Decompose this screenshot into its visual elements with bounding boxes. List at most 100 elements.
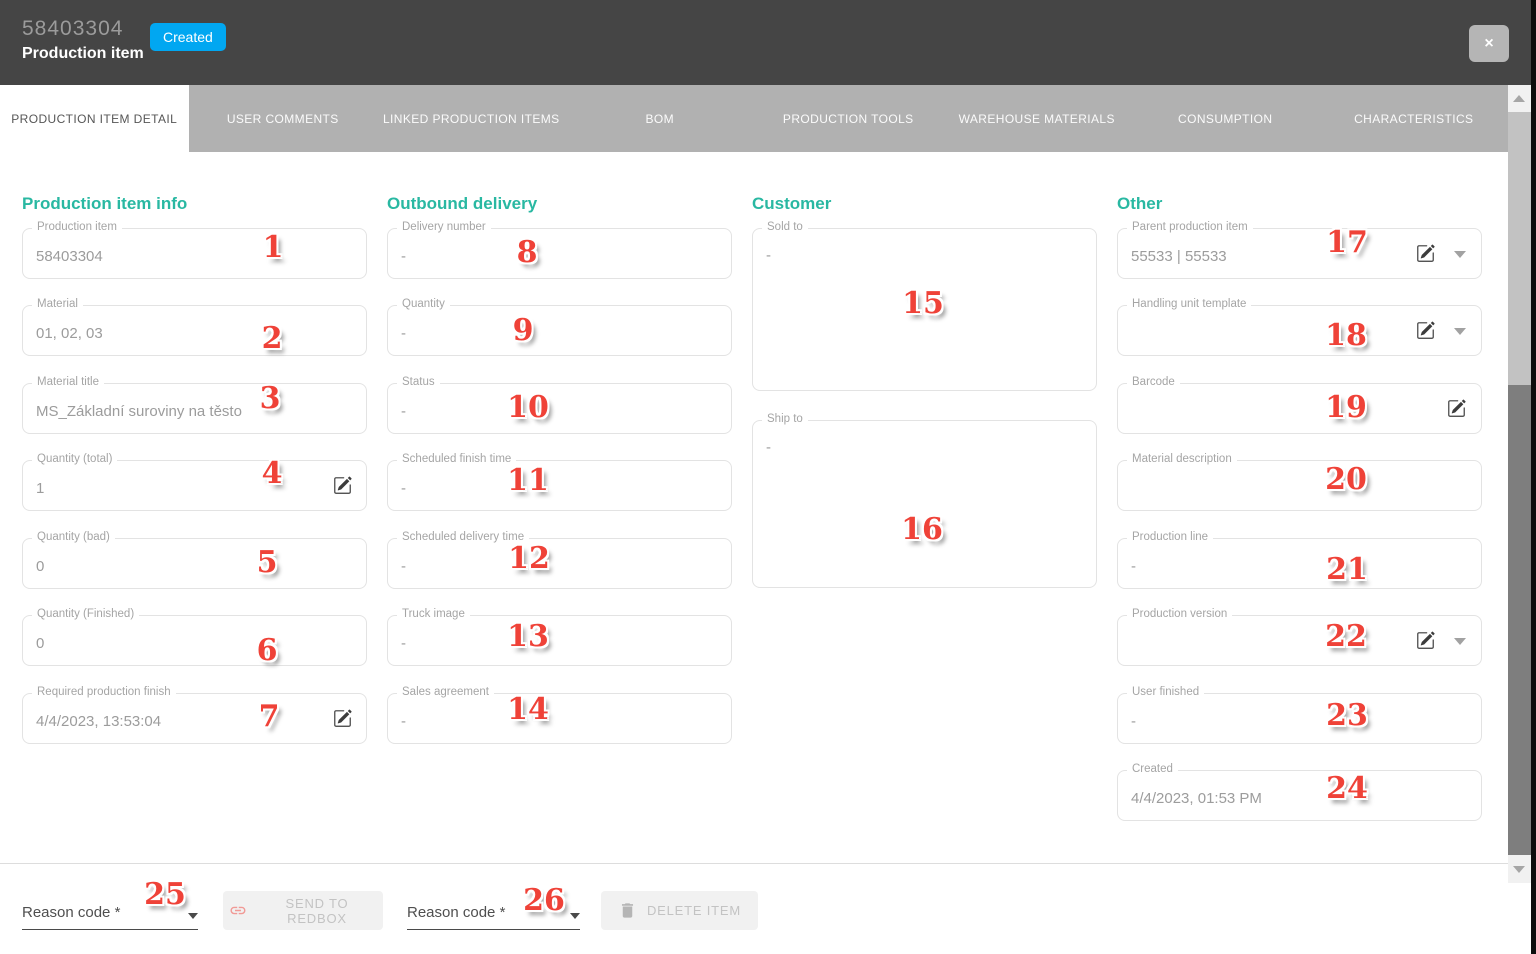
field-required-production-finish: Required production finish 4/4/2023, 13:… xyxy=(22,686,367,744)
field-label: Required production finish xyxy=(32,686,176,698)
field-created: Created 4/4/2023, 01:53 PM xyxy=(1117,763,1482,821)
annotation-number: 7 xyxy=(258,699,280,734)
send-to-redbox-button[interactable]: SEND TO REDBOX xyxy=(223,891,383,930)
annotation-number: 19 xyxy=(1325,390,1367,425)
field-label: User finished xyxy=(1127,686,1205,698)
reason-code-select-1[interactable]: Reason code * xyxy=(22,896,198,930)
field-label: Quantity xyxy=(397,298,450,310)
field-label: Quantity (bad) xyxy=(32,531,115,543)
field-value: - xyxy=(401,713,406,730)
annotation-number: 11 xyxy=(507,463,549,498)
annotation-number: 15 xyxy=(902,286,944,321)
scrollbar-up-button[interactable] xyxy=(1508,85,1531,112)
field-sales-agreement: Sales agreement - xyxy=(387,686,732,744)
edit-icon[interactable] xyxy=(1447,399,1466,418)
field-barcode: Barcode xyxy=(1117,376,1482,434)
field-label: Material title xyxy=(32,376,104,388)
field-label: Production version xyxy=(1127,608,1233,620)
field-ship-to: Ship to - xyxy=(752,413,1097,588)
field-label: Production line xyxy=(1127,531,1214,543)
chevron-down-icon[interactable] xyxy=(1454,328,1466,335)
field-production-item: Production item 58403304 xyxy=(22,221,367,279)
field-value: 0 xyxy=(36,558,45,575)
field-value: MS_Základní suroviny na těsto xyxy=(36,403,242,420)
field-label: Scheduled delivery time xyxy=(397,531,530,543)
chevron-down-icon[interactable] xyxy=(1454,251,1466,258)
annotation-number: 6 xyxy=(256,633,278,668)
field-sold-to: Sold to - xyxy=(752,221,1097,391)
scrollbar-down-button[interactable] xyxy=(1508,855,1531,883)
field-label: Delivery number xyxy=(397,221,491,233)
field-production-version: Production version xyxy=(1117,608,1482,666)
field-label: Parent production item xyxy=(1127,221,1253,233)
close-button[interactable]: × xyxy=(1469,25,1509,62)
scrollbar-thumb[interactable] xyxy=(1508,112,1531,385)
tab-production-tools[interactable]: PRODUCTION TOOLS xyxy=(782,111,914,126)
field-material-title: Material title MS_Základní suroviny na t… xyxy=(22,376,367,434)
delete-item-button[interactable]: DELETE ITEM xyxy=(601,891,758,930)
tab-warehouse-materials[interactable]: WAREHOUSE MATERIALS xyxy=(958,111,1115,126)
scrollbar-track[interactable] xyxy=(1508,385,1531,855)
field-value: 58403304 xyxy=(36,248,103,265)
triangle-down-icon xyxy=(1513,866,1525,873)
annotation-number: 1 xyxy=(262,230,284,265)
field-value: 55533 | 55533 xyxy=(1131,248,1227,265)
tab-bom[interactable]: BOM xyxy=(645,111,675,126)
annotation-number: 16 xyxy=(901,512,943,547)
annotation-number: 13 xyxy=(507,619,549,654)
field-value: - xyxy=(401,403,406,420)
field-value: - xyxy=(401,480,406,497)
dialog-header: 58403304 Production item Created × xyxy=(0,0,1536,85)
edit-icon[interactable] xyxy=(333,709,352,728)
tab-user-comments[interactable]: USER COMMENTS xyxy=(226,111,339,126)
trash-icon xyxy=(621,903,634,918)
annotation-number: 21 xyxy=(1326,552,1368,587)
field-quantity-finished: Quantity (Finished) 0 xyxy=(22,608,367,666)
field-value: - xyxy=(401,635,406,652)
annotation-number: 2 xyxy=(261,321,283,356)
edit-icon[interactable] xyxy=(1416,244,1435,263)
field-label: Quantity (total) xyxy=(32,453,118,465)
field-production-line: Production line - xyxy=(1117,531,1482,589)
field-label: Production item xyxy=(32,221,122,233)
annotation-number: 4 xyxy=(261,456,283,491)
tab-production-item-detail[interactable]: PRODUCTION ITEM DETAIL xyxy=(0,85,189,152)
tab-linked-production-items[interactable]: LINKED PRODUCTION ITEMS xyxy=(382,111,560,126)
production-item-id: 58403304 xyxy=(22,17,124,40)
section-title-other: Other xyxy=(1117,194,1163,213)
field-label: Scheduled finish time xyxy=(397,453,517,465)
reason-code-select-2[interactable]: Reason code * xyxy=(407,896,580,930)
edit-icon[interactable] xyxy=(333,476,352,495)
tab-consumption[interactable]: CONSUMPTION xyxy=(1178,111,1273,126)
link-icon xyxy=(230,906,246,915)
field-scheduled-finish-time: Scheduled finish time - xyxy=(387,453,732,511)
tab-characteristics[interactable]: CHARACTERISTICS xyxy=(1354,111,1474,126)
reason-code-label: Reason code * xyxy=(407,904,506,921)
field-value: - xyxy=(401,248,406,265)
annotation-number: 26 xyxy=(523,883,565,918)
chevron-down-icon[interactable] xyxy=(1454,638,1466,645)
annotation-number: 12 xyxy=(508,541,550,576)
field-user-finished: User finished - xyxy=(1117,686,1482,744)
send-to-redbox-label: SEND TO REDBOX xyxy=(285,895,349,926)
annotation-number: 9 xyxy=(512,313,534,348)
edit-icon[interactable] xyxy=(1416,631,1435,650)
field-label: Handling unit template xyxy=(1127,298,1252,310)
status-badge: Created xyxy=(150,23,226,51)
field-outbound-quantity: Quantity - xyxy=(387,298,732,356)
annotation-number: 18 xyxy=(1325,318,1367,353)
chevron-down-icon xyxy=(188,913,198,919)
edit-icon[interactable] xyxy=(1416,321,1435,340)
reason-code-label: Reason code * xyxy=(22,904,121,921)
section-title-outbound-delivery: Outbound delivery xyxy=(387,194,538,213)
field-value: - xyxy=(766,247,771,264)
field-label: Created xyxy=(1127,763,1178,775)
annotation-number: 8 xyxy=(516,235,538,270)
field-value: 4/4/2023, 13:53:04 xyxy=(36,713,162,730)
close-icon: × xyxy=(1484,35,1494,52)
annotation-number: 10 xyxy=(507,390,549,425)
field-value: - xyxy=(766,439,771,456)
field-value: - xyxy=(1131,558,1136,575)
field-delivery-number: Delivery number - xyxy=(387,221,732,279)
field-value: - xyxy=(1131,713,1136,730)
